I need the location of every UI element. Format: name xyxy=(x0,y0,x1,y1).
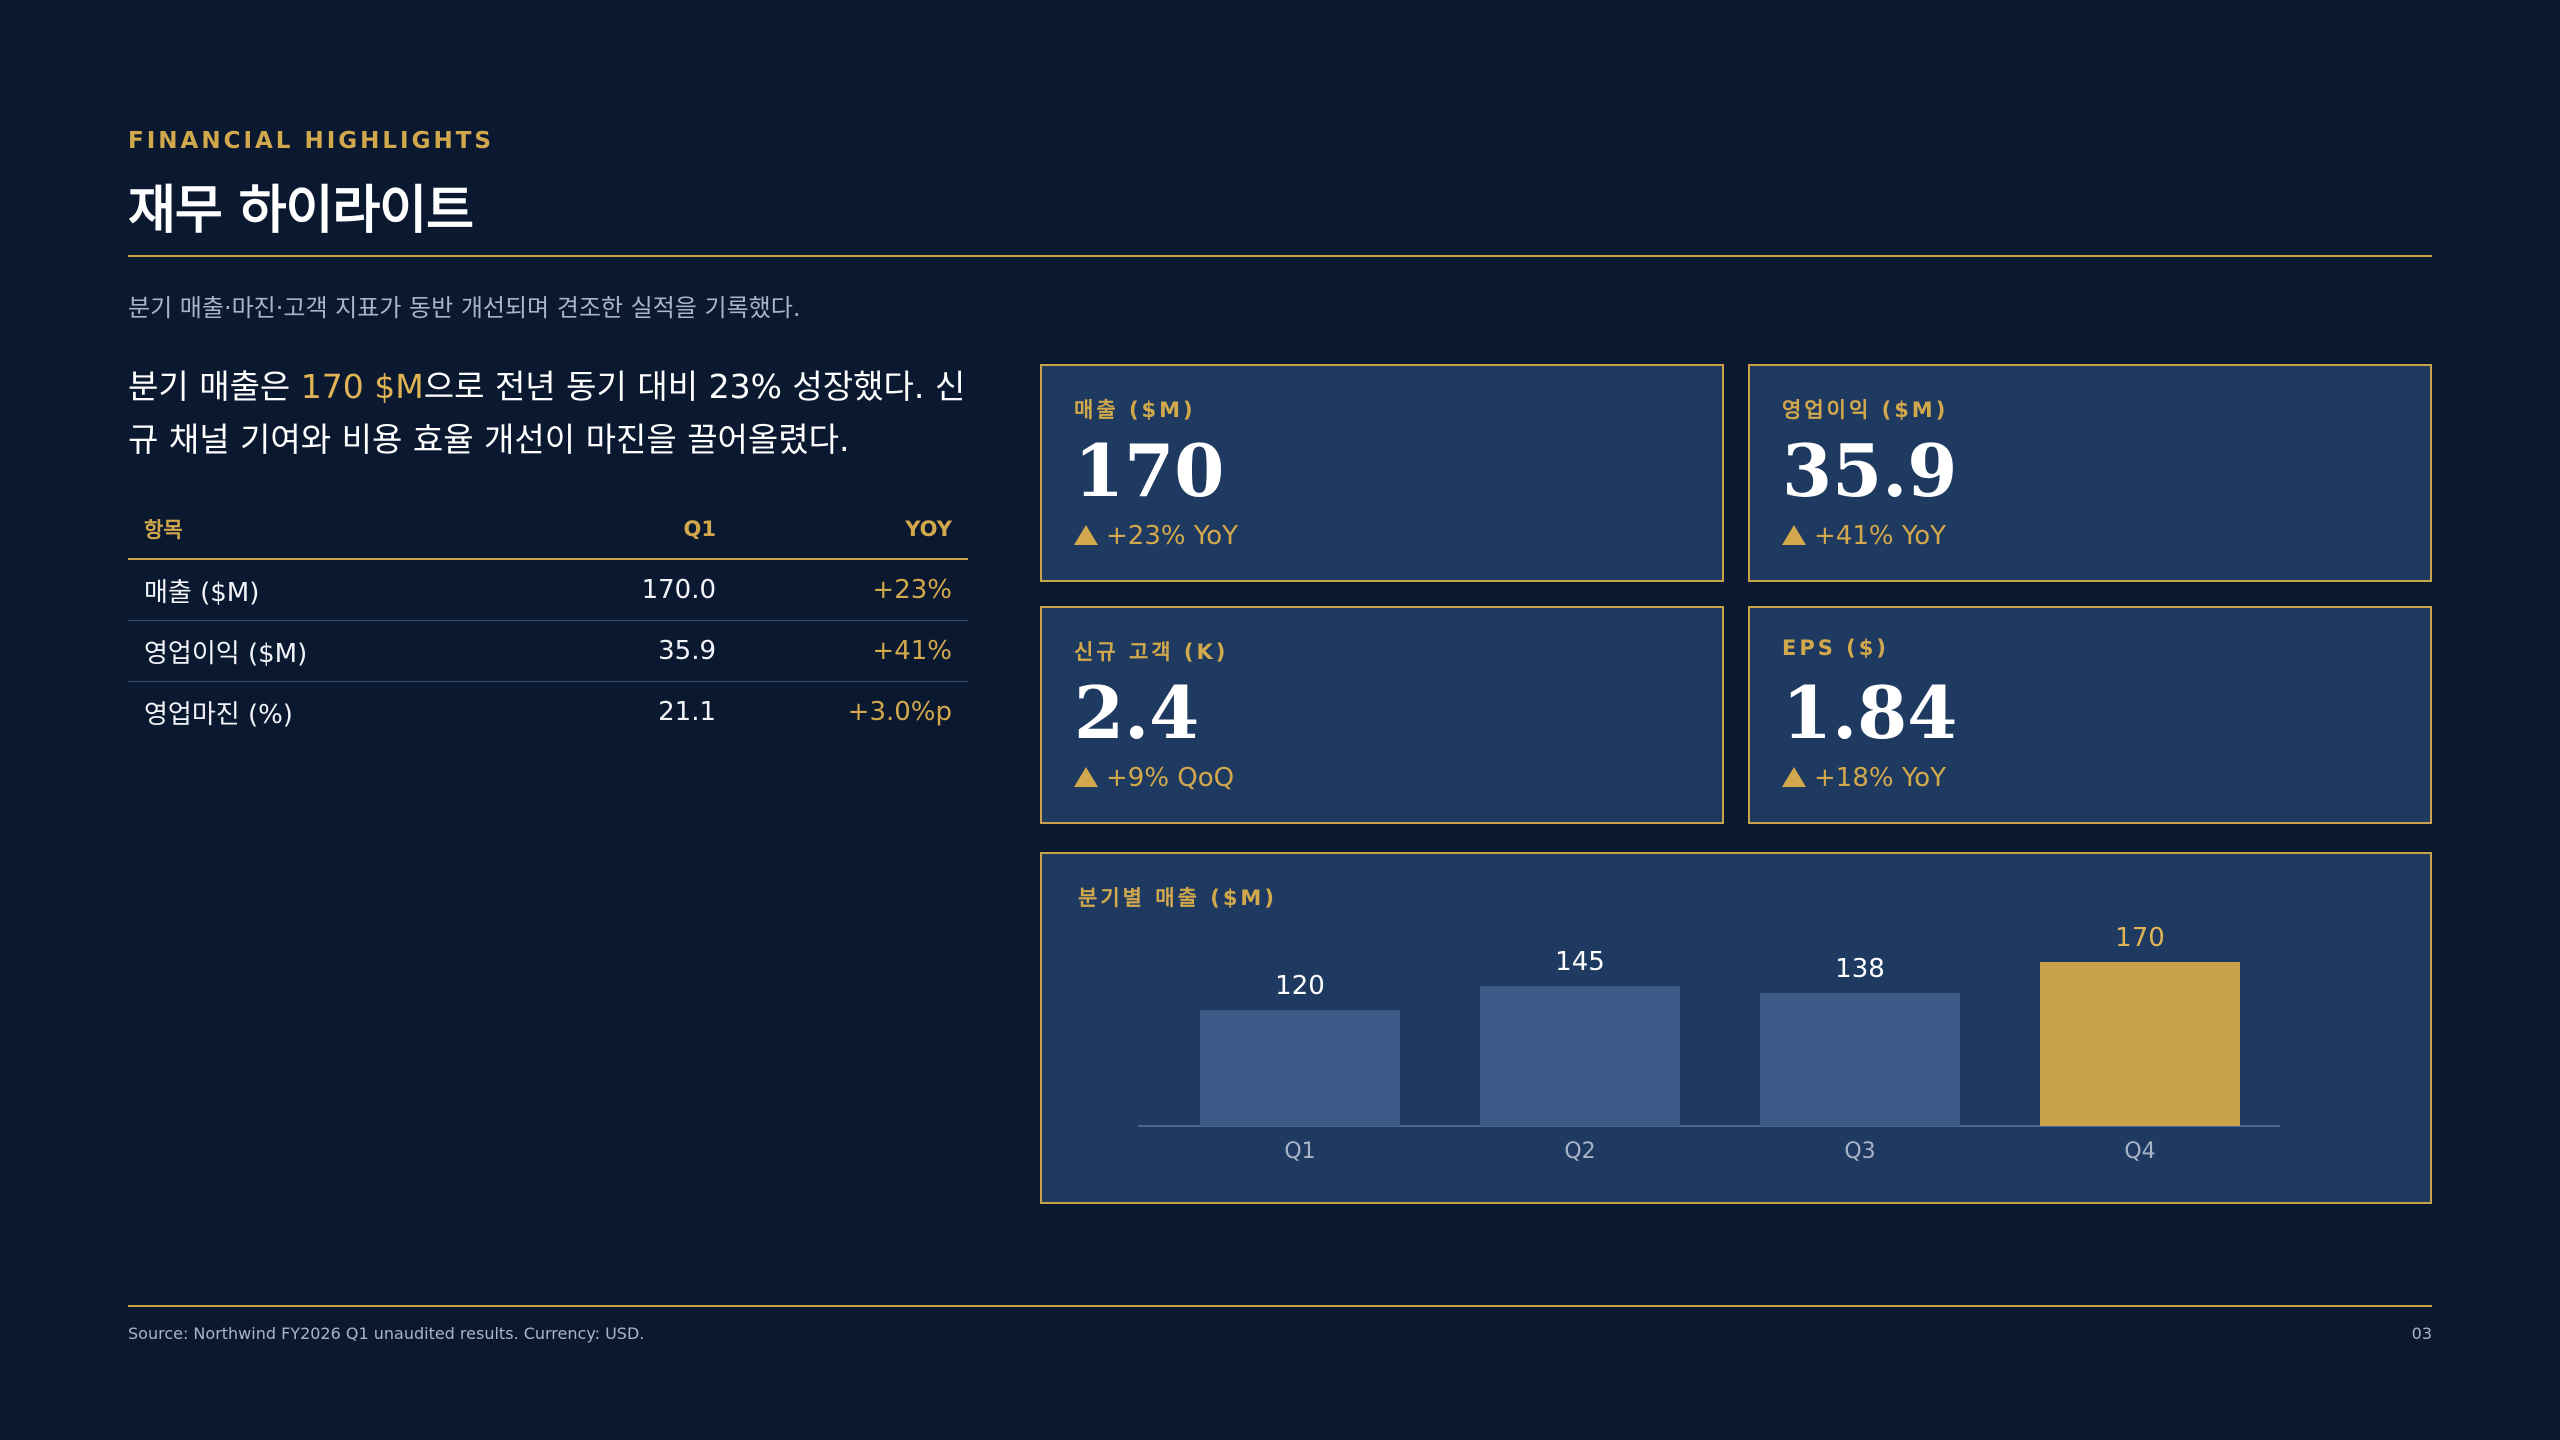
kpi-change: +18% YoY xyxy=(1782,763,1946,793)
kpi-change: +9% QoQ xyxy=(1074,763,1234,793)
lead-paragraph: 분기 매출은 170 $M으로 전년 동기 대비 23% 성장했다. 신규 채널… xyxy=(128,360,988,466)
cell-item: 영업마진 (%) xyxy=(144,699,293,730)
kpi-change: +23% YoY xyxy=(1074,521,1238,551)
page-subtitle: 분기 매출·마진·고객 지표가 동반 개선되며 견조한 실적을 기록했다. xyxy=(128,294,801,322)
kpi-card-operating-income: 영업이익 ($M) 35.9 +41% YoY xyxy=(1748,364,2432,582)
chart-title: 분기별 매출 ($M) xyxy=(1078,886,1277,910)
kpi-card-revenue: 매출 ($M) 170 +23% YoY xyxy=(1040,364,1724,582)
bar-value-label: 138 xyxy=(1835,954,1885,984)
lead-text-after: 으로 전년 동기 대비 23% 성장했다. 신규 채널 기여와 비용 효율 개선… xyxy=(128,367,966,459)
category-tick-label: Q2 xyxy=(1564,1139,1595,1164)
table-row: 매출 ($M) 170.0 +23% xyxy=(128,559,968,621)
bar-value-label: 145 xyxy=(1555,947,1605,977)
kpi-value: 2.4 xyxy=(1074,670,1200,755)
cell-q1: 170.0 xyxy=(520,559,732,621)
revenue-bar-chart: 120 Q1 145 Q2 138 Q3 170 Q4 xyxy=(1138,923,2280,1164)
cell-item: 영업이익 ($M) xyxy=(128,620,520,682)
kpi-value: 35.9 xyxy=(1782,428,1958,513)
kpi-card-eps: EPS ($) 1.84 +18% YoY xyxy=(1748,606,2432,824)
lead-highlight: 170 $M xyxy=(300,367,424,406)
cell-item: 매출 ($M) xyxy=(128,559,520,621)
triangle-up-icon xyxy=(1782,525,1806,545)
kpi-change: +41% YoY xyxy=(1782,521,1946,551)
table-header-row: 항목 Q1 YOY xyxy=(128,500,968,560)
cell-yoy: +41% xyxy=(732,620,968,682)
table-row: 영업마진 (%) 21.1 +3.0%p xyxy=(128,682,968,743)
bar-value-label: 120 xyxy=(1275,971,1325,1001)
header-divider xyxy=(128,255,2432,257)
revenue-chart-card: 분기별 매출 ($M) 120 Q1 145 Q2 138 Q3 170 Q4 xyxy=(1040,852,2432,1204)
page-title: 재무 하이라이트 xyxy=(128,181,474,241)
category-tick-label: Q1 xyxy=(1284,1139,1315,1164)
cell-q1: 35.9 xyxy=(520,620,732,682)
kpi-change-text: +9% QoQ xyxy=(1106,763,1235,793)
column-header-item: 항목 xyxy=(128,500,520,560)
category-tick-label: Q4 xyxy=(2124,1139,2155,1164)
triangle-up-icon xyxy=(1782,767,1806,787)
chart-bar xyxy=(1760,992,1960,1126)
lead-text-before: 분기 매출은 xyxy=(128,367,301,406)
kpi-value: 1.84 xyxy=(1782,670,1958,755)
source-note: Source: Northwind FY2026 Q1 unaudited re… xyxy=(128,1324,645,1343)
cell-yoy: +23% xyxy=(732,559,968,621)
kpi-label: EPS ($) xyxy=(1782,636,1889,660)
footer-divider xyxy=(128,1305,2432,1307)
kpi-value: 170 xyxy=(1074,428,1225,513)
kpi-change-text: +18% YoY xyxy=(1814,763,1947,793)
kpi-change-text: +23% YoY xyxy=(1106,521,1239,551)
kpi-change-text: +41% YoY xyxy=(1814,521,1947,551)
triangle-up-icon xyxy=(1074,525,1098,545)
eyebrow-label: FINANCIAL HIGHLIGHTS xyxy=(128,128,494,154)
kpi-label: 영업이익 ($M) xyxy=(1782,398,1949,422)
column-header-q1: Q1 xyxy=(520,500,732,560)
category-tick-label: Q3 xyxy=(1844,1139,1875,1164)
table-row: 영업이익 ($M) 35.9 +41% xyxy=(128,620,968,682)
triangle-up-icon xyxy=(1074,767,1098,787)
bar-value-label: 170 xyxy=(2115,923,2165,953)
kpi-label: 매출 ($M) xyxy=(1074,398,1196,422)
cell-q1: 21.1 xyxy=(658,697,716,727)
cell-yoy: +3.0%p xyxy=(847,697,952,727)
column-header-yoy: YOY xyxy=(732,500,968,560)
page-number: 03 xyxy=(2411,1324,2432,1343)
kpi-label: 신규 고객 (K) xyxy=(1074,640,1229,664)
chart-bar xyxy=(2040,962,2240,1126)
financial-table: 항목 Q1 YOY 매출 ($M) 170.0 +23% 영업이익 ($M) 3… xyxy=(128,500,968,742)
chart-bar xyxy=(1480,986,1680,1126)
chart-bar xyxy=(1200,1010,1400,1126)
kpi-card-new-customers: 신규 고객 (K) 2.4 +9% QoQ xyxy=(1040,606,1724,824)
